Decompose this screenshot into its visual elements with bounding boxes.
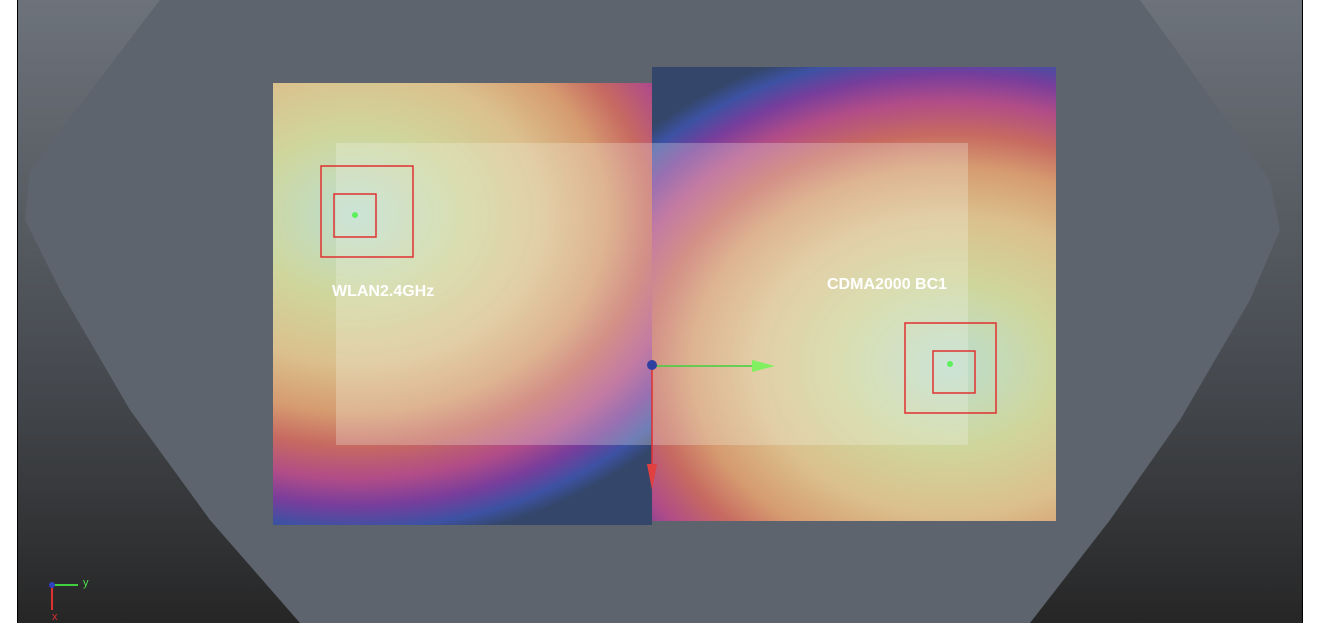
peak-box [932, 350, 976, 394]
region-label: WLAN2.4GHz [332, 283, 434, 300]
origin [647, 360, 657, 370]
triad-y-label: y [83, 577, 89, 589]
peak-point [352, 212, 358, 218]
heatmap-right [652, 67, 1056, 521]
region-label: CDMA2000 BC1 [827, 276, 947, 293]
peak-point [947, 361, 953, 367]
axis-triad: y x [49, 577, 89, 623]
heatmap-left [273, 83, 652, 525]
zoom-box [320, 165, 414, 258]
triad-origin [49, 582, 55, 588]
x-arrow [647, 464, 657, 490]
zoom-box [904, 322, 997, 414]
peak-box [333, 193, 377, 238]
triad-x-label: x [52, 611, 58, 623]
y-arrow [752, 360, 775, 372]
